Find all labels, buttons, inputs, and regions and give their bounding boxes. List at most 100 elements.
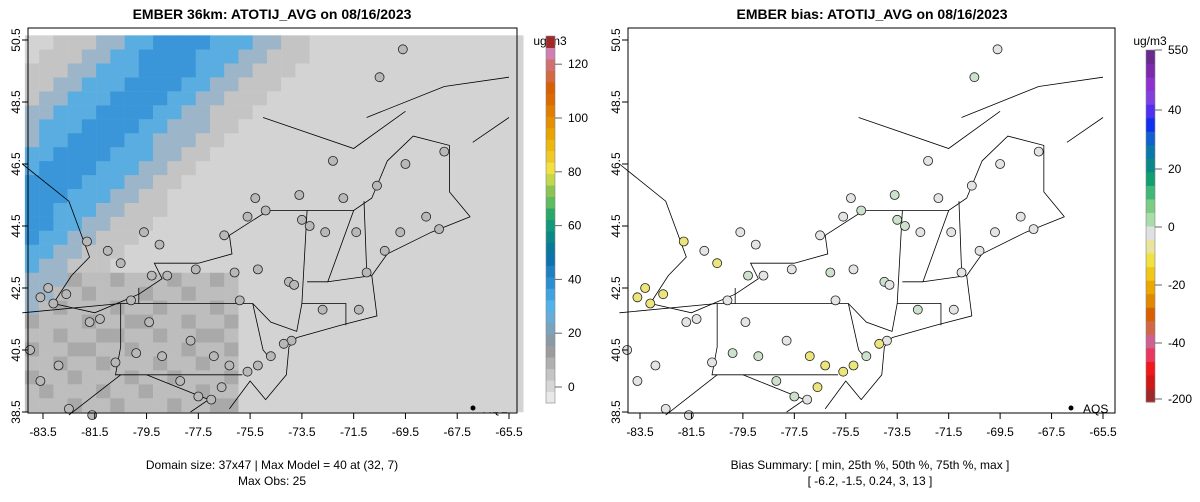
model-grid-cell [167, 133, 182, 148]
model-grid-cell [167, 49, 182, 64]
model-grid-cell [338, 384, 353, 399]
model-grid-cell [437, 384, 453, 399]
model-grid-cell [509, 188, 524, 203]
x-tick-label: -81.5 [81, 425, 109, 439]
model-grid-cell [167, 174, 182, 190]
colorbar-swatch [1146, 280, 1155, 295]
model-grid-cell [266, 133, 282, 148]
model-grid-cell [452, 328, 467, 343]
model-grid-cell [195, 188, 211, 203]
model-grid-cell [181, 244, 197, 259]
aqs-station-marker [712, 258, 723, 269]
model-grid-cell [281, 202, 296, 217]
colorbar-swatch [1146, 90, 1155, 105]
model-grid-cell [266, 174, 282, 190]
boundary-line [847, 303, 867, 360]
model-grid-cell [352, 133, 367, 148]
model-grid-cell [181, 230, 197, 245]
aqs-station-marker [61, 289, 72, 300]
aqs-station-marker [658, 289, 669, 300]
model-grid-cell [224, 49, 239, 64]
model-grid-cell [380, 272, 396, 287]
colorbar-swatch [546, 185, 555, 198]
model-grid-cell [53, 160, 68, 176]
model-grid-cell [39, 216, 54, 231]
model-grid-cell [252, 342, 268, 357]
boundary-line [472, 117, 510, 143]
model-grid-cell [138, 188, 154, 203]
model-grid-cell [153, 188, 168, 203]
aqs-station-marker [102, 245, 113, 256]
model-grid-cell [480, 63, 496, 78]
model-grid-cell [509, 160, 524, 176]
x-tick-label: -65.5 [1089, 425, 1117, 439]
model-grid-cell [39, 160, 54, 176]
model-grid-cell [509, 174, 524, 190]
model-grid-cell [466, 91, 481, 106]
model-grid-cell [138, 244, 154, 259]
model-grid-cell [266, 63, 282, 78]
model-grid-cell [338, 174, 353, 190]
model-grid-cell [81, 77, 97, 92]
model-grid-cell [466, 202, 481, 217]
aqs-station-marker [35, 376, 46, 386]
boundary-line [363, 201, 368, 270]
y-tick-label: 48.5 [9, 90, 23, 114]
model-grid-cell [352, 370, 367, 385]
model-grid-cell [53, 328, 68, 343]
colorbar-tick-label: 20 [568, 326, 582, 340]
model-grid-cell [181, 356, 197, 371]
model-grid-cell [380, 188, 396, 203]
model-grid-cell [138, 49, 154, 64]
model-grid-cell [309, 398, 325, 413]
model-grid-cell [466, 146, 481, 162]
model-grid-cell [209, 63, 225, 78]
boundary-line [115, 303, 243, 376]
model-grid-cell [466, 77, 481, 92]
model-grid-cell [124, 328, 140, 343]
model-grid-cell [323, 314, 339, 329]
model-grid-cell [494, 160, 510, 176]
model-grid-cell [409, 174, 424, 190]
model-grid-cell [323, 119, 339, 134]
model-grid-cell [39, 119, 54, 134]
model-grid-cell [409, 77, 424, 92]
model-grid-cell [224, 105, 239, 120]
model-grid-cell [96, 202, 111, 217]
aqs-station-marker [260, 205, 271, 216]
model-grid-cell [67, 202, 83, 217]
model-grid-cell [110, 174, 125, 190]
aqs-station-marker [421, 211, 432, 222]
model-grid-cell [352, 398, 367, 413]
model-grid-cell [81, 133, 97, 148]
model-grid-cell [24, 216, 40, 231]
model-grid-cell [39, 77, 54, 92]
colorbar-swatch [1146, 253, 1155, 268]
model-grid-cell [124, 370, 140, 385]
model-grid-cell [395, 133, 410, 148]
model-grid-cell [437, 258, 453, 273]
model-grid-cell [252, 384, 268, 399]
model-grid-cell [480, 230, 496, 245]
model-grid-cell [338, 258, 353, 273]
model-grid-cell [153, 202, 168, 217]
aqs-station-marker [781, 335, 792, 346]
model-grid-cell [323, 91, 339, 106]
model-grid-cell [423, 63, 439, 78]
colorbar-swatch [546, 47, 555, 60]
model-grid-cell [138, 105, 154, 120]
x-tick-label: -69.5 [986, 425, 1014, 439]
model-grid-cell [409, 258, 424, 273]
aqs-station-marker [933, 193, 944, 204]
model-grid-cell [480, 370, 496, 385]
model-grid-cell [366, 91, 382, 106]
model-grid-cell [81, 174, 97, 190]
aqs-station-marker [874, 338, 885, 349]
model-grid-cell [53, 49, 68, 64]
model-grid-cell [24, 174, 40, 190]
colorbar-tick-label: 60 [568, 219, 582, 233]
model-grid-cell [409, 188, 424, 203]
model-grid-cell [366, 146, 382, 162]
model-grid-cell [352, 105, 367, 120]
model-grid-cell [509, 35, 524, 50]
